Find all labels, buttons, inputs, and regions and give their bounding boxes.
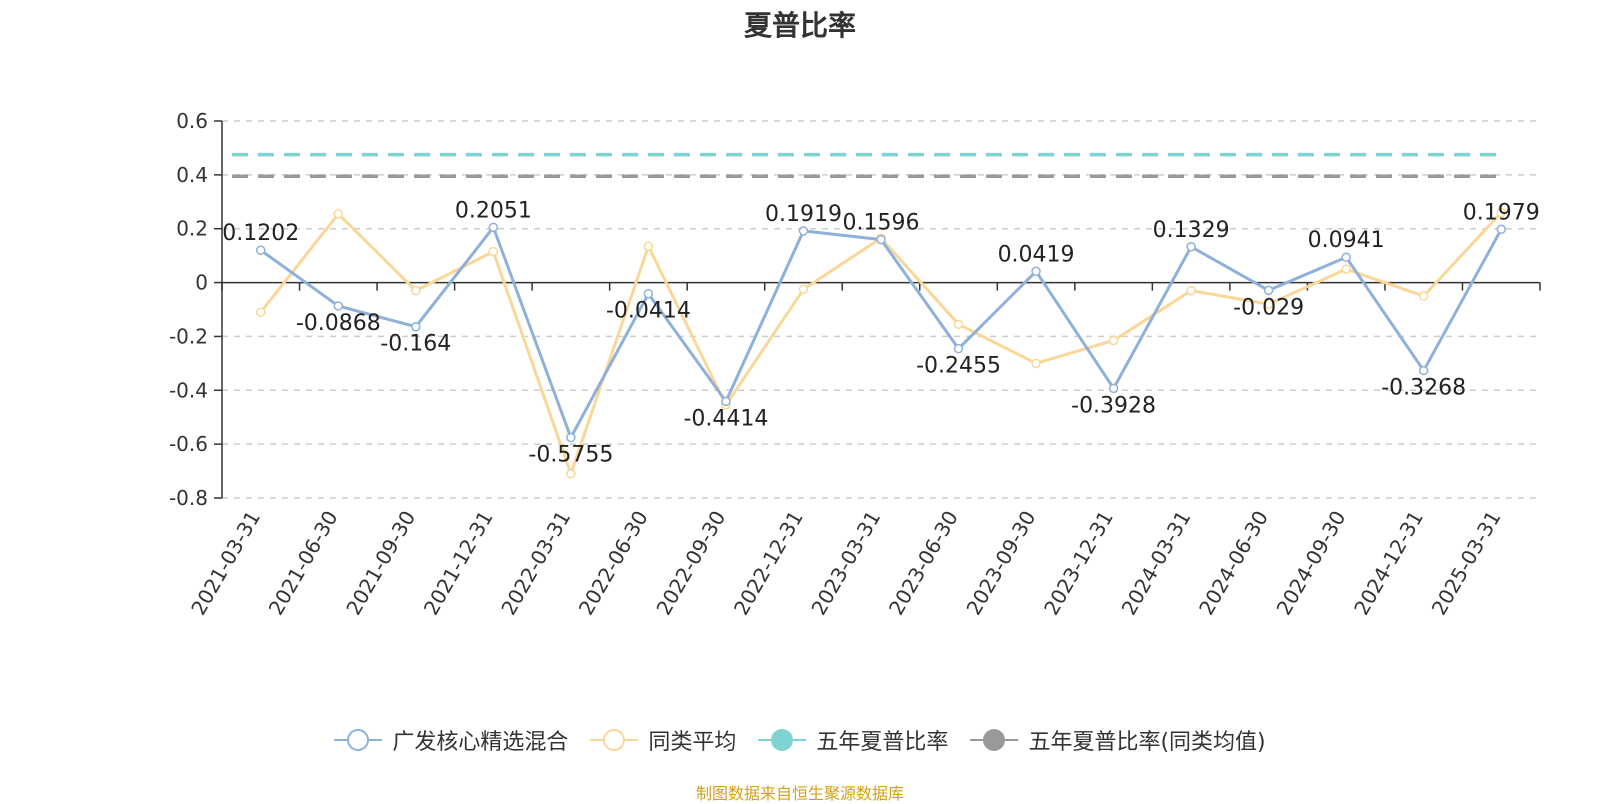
data-label: -0.2455	[916, 354, 1001, 379]
data-point	[566, 469, 576, 479]
y-tick-label: 0.6	[176, 109, 208, 133]
x-tick-label: 2023-03-31	[806, 507, 885, 620]
data-label: 0.2051	[455, 198, 532, 223]
legend-marker	[603, 729, 626, 751]
x-tick-label: 2021-12-31	[419, 506, 498, 619]
legend-label: 同类平均	[648, 730, 737, 755]
x-tick-label: 2025-03-31	[1427, 507, 1506, 620]
data-label: -0.164	[380, 332, 451, 357]
data-point	[566, 432, 576, 443]
data-label: 0.0941	[1308, 228, 1385, 253]
source-note: 制图数据来自恒生聚源数据库	[695, 784, 904, 803]
legend-marker	[347, 729, 370, 751]
data-label: -0.5755	[528, 443, 613, 468]
data-point	[1418, 365, 1429, 376]
hollow-circle-icon	[590, 729, 639, 751]
legend-item-fund[interactable]: 广发核心精选混合	[334, 724, 568, 756]
x-tick-label: 2023-09-30	[961, 507, 1040, 620]
data-label: 0.0419	[998, 242, 1075, 267]
reference-lines	[232, 152, 1502, 178]
data-label: -0.4414	[683, 406, 768, 431]
data-point	[256, 307, 266, 317]
data-label: -0.3268	[1381, 376, 1466, 401]
x-tick-label: 2022-09-30	[651, 507, 730, 620]
data-point	[1186, 285, 1196, 296]
data-point	[1341, 252, 1351, 262]
data-point	[798, 284, 809, 295]
chart-title: 夏普比率	[743, 9, 856, 42]
data-point	[798, 226, 809, 236]
data-label: -0.0868	[296, 311, 381, 336]
x-tick-label: 2024-06-30	[1194, 507, 1273, 620]
data-point	[1031, 266, 1041, 277]
y-tick-label: -0.6	[169, 432, 208, 456]
data-point	[488, 222, 499, 233]
legend-marker	[983, 729, 1006, 751]
x-tick-label: 2023-12-31	[1039, 507, 1118, 620]
filled-circle-icon	[970, 729, 1019, 751]
y-tick-label: -0.8	[169, 486, 208, 510]
data-label: 0.1919	[765, 202, 842, 227]
x-tick-label: 2022-03-31	[496, 507, 575, 620]
data-point	[953, 319, 964, 330]
data-point	[1496, 207, 1506, 218]
legend-marker	[771, 729, 794, 751]
legend-item-peer-average[interactable]: 同类平均	[590, 724, 736, 756]
y-tick-label: 0.4	[176, 163, 208, 187]
data-point	[721, 396, 731, 407]
data-point	[1418, 291, 1429, 301]
series-lines	[256, 207, 1506, 479]
data-label: -0.0414	[606, 299, 691, 324]
y-tick-label: -0.2	[169, 324, 208, 348]
y-tick-label: -0.4	[169, 378, 208, 402]
x-tick-label: 2024-03-31	[1117, 507, 1196, 620]
data-label: -0.029	[1233, 295, 1304, 320]
legend-item-five-year-sharpe-peer[interactable]: 五年夏普比率(同类均值)	[970, 724, 1266, 756]
data-point	[1263, 299, 1274, 309]
data-point	[333, 301, 344, 311]
legend-label: 广发核心精选混合	[392, 730, 569, 755]
y-tick-label: 0	[195, 271, 208, 295]
y-tick-label: 0.2	[176, 217, 208, 241]
data-point	[643, 288, 654, 299]
data-point	[1341, 264, 1351, 274]
x-tick-label: 2021-06-30	[264, 507, 343, 620]
data-label: 0.1596	[843, 211, 920, 236]
data-point	[488, 246, 499, 257]
x-tick-label: 2024-09-30	[1272, 507, 1351, 620]
data-point	[1263, 285, 1274, 296]
data-point	[1186, 242, 1196, 252]
data-point	[333, 209, 344, 219]
data-label: -0.3928	[1071, 393, 1156, 418]
data-point	[1108, 335, 1119, 346]
data-labels: 0.1202 -0.0868-0.164 0.2051 -0.5755 -0.0414 -…	[222, 198, 1539, 467]
data-point	[643, 241, 654, 251]
data-point	[876, 234, 886, 245]
legend-item-five-year-sharpe[interactable]: 五年夏普比率	[758, 724, 948, 756]
data-label: 0.1979	[1463, 200, 1540, 225]
data-point	[953, 343, 964, 354]
data-point	[256, 245, 266, 255]
x-tick-label: 2021-03-31	[186, 507, 265, 620]
legend: 广发核心精选混合 同类平均 五年夏普比率 五年夏普比率(同类均值)	[0, 724, 1600, 756]
filled-circle-icon	[758, 729, 807, 751]
legend-label: 五年夏普比率	[816, 730, 949, 755]
x-tick-label: 2024-12-31	[1349, 507, 1428, 620]
data-point	[1496, 224, 1506, 235]
axes: 0.60.40.20-0.2-0.4-0.6-0.82021-03-312021…	[169, 109, 1541, 620]
hollow-circle-icon	[334, 729, 383, 751]
x-tick-label: 2022-12-31	[729, 507, 808, 620]
data-point	[411, 321, 421, 332]
data-label: 0.1202	[222, 221, 299, 246]
x-tick-label: 2023-06-30	[884, 507, 963, 620]
data-label: 0.1329	[1153, 218, 1230, 243]
x-tick-label: 2021-09-30	[341, 506, 420, 619]
legend-label: 五年夏普比率(同类均值)	[1028, 730, 1266, 755]
data-point	[1031, 358, 1041, 369]
data-point	[411, 285, 421, 296]
x-tick-label: 2022-06-30	[574, 507, 653, 620]
data-point	[1108, 383, 1119, 394]
